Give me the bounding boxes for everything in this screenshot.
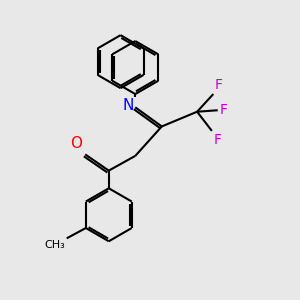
Text: F: F (220, 103, 228, 117)
Text: F: F (213, 133, 221, 147)
Text: O: O (70, 136, 82, 151)
Text: CH₃: CH₃ (44, 240, 65, 250)
Text: N: N (122, 98, 134, 113)
Text: F: F (215, 78, 223, 92)
